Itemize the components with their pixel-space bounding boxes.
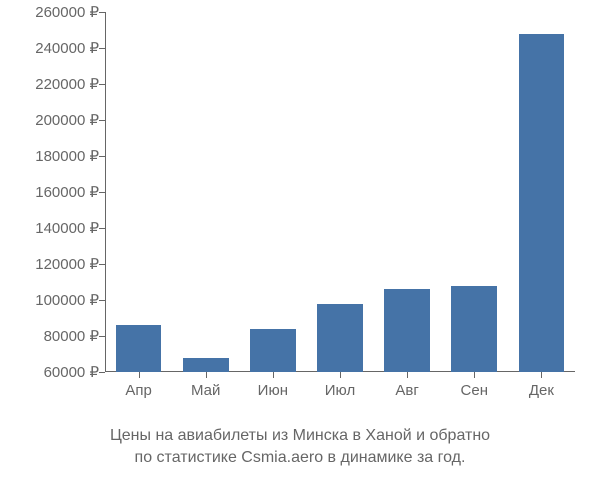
x-tick-mark [206,372,207,378]
bar [317,304,363,372]
y-tick-mark [99,336,105,337]
y-tick-label: 200000 ₽ [35,111,105,129]
bar [451,286,497,372]
bar [250,329,296,372]
bars-container [105,12,575,372]
y-tick-mark [99,156,105,157]
bar [116,325,162,372]
price-chart: 60000 ₽ 80000 ₽ 100000 ₽ 120000 ₽ 140000 ₽ 16… [0,0,600,500]
chart-caption: Цены на авиабилеты из Минска в Ханой и о… [0,425,600,468]
y-tick-mark [99,300,105,301]
y-tick-label: 220000 ₽ [35,75,105,93]
plot-area: 60000 ₽80000 ₽100000 ₽120000 ₽140000 ₽16… [105,12,575,372]
x-tick-mark [273,372,274,378]
y-tick-label: 160000 ₽ [35,183,105,201]
y-tick-mark [99,12,105,13]
y-tick-mark [99,192,105,193]
y-tick-label: 120000 ₽ [35,255,105,273]
y-tick-label: 260000 ₽ [35,3,105,21]
caption-line-2: по статистике Csmia.aero в динамике за г… [135,449,466,466]
y-tick-label: 180000 ₽ [35,147,105,165]
x-tick-mark [340,372,341,378]
y-tick-mark [99,120,105,121]
y-tick-mark [99,228,105,229]
y-tick-mark [99,84,105,85]
bar [519,34,565,372]
bar [183,358,229,372]
y-tick-label: 80000 ₽ [44,327,105,345]
y-tick-mark [99,48,105,49]
y-tick-label: 100000 ₽ [35,291,105,309]
x-tick-mark [139,372,140,378]
x-tick-mark [474,372,475,378]
y-tick-mark [99,372,105,373]
caption-line-1: Цены на авиабилеты из Минска в Ханой и о… [110,427,490,444]
y-tick-label: 140000 ₽ [35,219,105,237]
x-tick-mark [407,372,408,378]
y-tick-label: 60000 ₽ [44,363,105,381]
x-tick-mark [541,372,542,378]
bar [384,289,430,372]
y-tick-label: 240000 ₽ [35,39,105,57]
y-tick-mark [99,264,105,265]
